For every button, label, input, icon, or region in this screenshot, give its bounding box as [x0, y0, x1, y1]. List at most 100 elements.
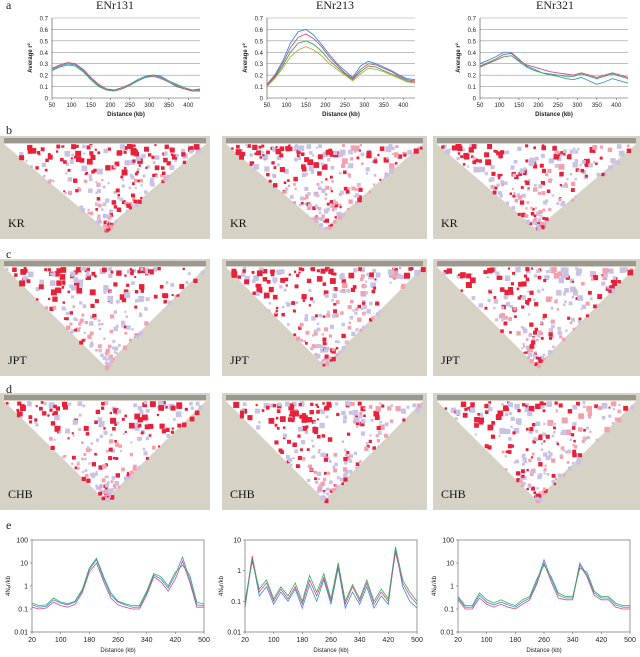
ld-cell [293, 333, 297, 337]
ld-cell [283, 181, 287, 184]
ld-cell [602, 171, 607, 176]
ld-cell [35, 423, 39, 427]
y-tick-label: 10 [233, 538, 241, 545]
ld-cell [78, 413, 82, 417]
x-tick-label: 260 [325, 637, 337, 644]
ld-cell [69, 322, 73, 326]
ld-cell [137, 199, 142, 204]
ld-cell [302, 172, 307, 177]
ld-cell [303, 197, 306, 200]
ld-cell [538, 210, 543, 215]
y-tick-label: 0.7 [468, 17, 477, 23]
ld-cell [349, 315, 354, 320]
ld-cell [19, 152, 23, 155]
ld-cell [603, 272, 608, 278]
ld-cell [561, 184, 564, 188]
series-line-s1 [244, 549, 418, 610]
plot-frame [31, 539, 205, 633]
y-tick-label: 0.01 [14, 630, 28, 637]
ld-cell [377, 445, 380, 448]
ld-cell [469, 144, 474, 149]
ld-cell [98, 319, 101, 322]
ld-cell [274, 440, 279, 445]
ld-cell [134, 276, 137, 278]
ld-cell [116, 324, 119, 328]
ld-cell [120, 144, 125, 150]
ld-cell [495, 318, 499, 322]
ld-cell [110, 417, 117, 424]
ld-cell [565, 450, 568, 454]
ld-cell [131, 197, 136, 201]
ld-cell [326, 226, 330, 230]
ld-cell [52, 296, 58, 302]
ld-cell [108, 447, 113, 452]
ld-cell [313, 331, 318, 336]
ld-cell [542, 208, 546, 212]
ld-cell [107, 357, 112, 361]
ld-cell [334, 313, 339, 318]
ld-cell [350, 157, 354, 161]
ld-cell [559, 455, 564, 459]
ld-cell [351, 186, 356, 191]
population-label: JPT [441, 353, 460, 367]
ld-cell [132, 144, 136, 148]
ld-cell [394, 162, 398, 165]
ld-cell [519, 479, 523, 484]
ld-cell [543, 422, 546, 426]
ld-cell [538, 435, 543, 441]
ld-cell [292, 201, 296, 205]
ld-cell [81, 338, 85, 342]
ld-cell [141, 414, 148, 421]
ld-cell [307, 478, 311, 483]
ld-cell [564, 300, 567, 303]
ld-cell [388, 144, 393, 149]
ld-cell [77, 461, 80, 465]
ld-cell [27, 144, 33, 151]
ld-cell [315, 403, 318, 407]
ld-cell [95, 349, 98, 352]
ld-cell [536, 499, 541, 504]
ld-cell [289, 410, 296, 417]
ld-cell [533, 187, 538, 192]
ld-cell [302, 425, 308, 431]
ld-cell [166, 433, 171, 438]
ld-cell [176, 402, 182, 408]
ld-cell [608, 289, 612, 293]
ld-cell [62, 280, 66, 283]
ld-cell [545, 173, 549, 177]
ld-cell [354, 311, 358, 315]
y-tick-label: 0.7 [40, 17, 49, 23]
snp-marker-strip [226, 395, 423, 400]
ld-cell [335, 346, 339, 350]
ld-cell [77, 467, 80, 470]
ld-cell [354, 150, 357, 153]
series-line-s3 [51, 64, 201, 92]
ld-cell [503, 315, 508, 320]
ld-cell [252, 144, 258, 150]
ld-cell [105, 226, 111, 231]
ld-cell [548, 207, 552, 211]
ld-cell [531, 336, 536, 341]
ld-cell [63, 454, 67, 458]
ld-cell [567, 449, 572, 454]
ld-cell [495, 414, 502, 420]
y-tick-label: 0.1 [468, 85, 477, 91]
ld-cell [522, 328, 528, 334]
ld-cell [88, 188, 93, 193]
ld-cell [379, 424, 385, 431]
ld-cell [327, 437, 333, 442]
ld-cell [275, 309, 278, 313]
ld-cell [534, 327, 538, 332]
x-tick-label: 20 [28, 637, 36, 644]
ld-cell [104, 489, 107, 492]
ld-cell [329, 175, 333, 179]
ld-cell [560, 446, 565, 450]
ld-cell [343, 473, 348, 478]
ld-cell [335, 300, 340, 304]
ld-cell [275, 416, 279, 420]
ld-cell [129, 173, 133, 177]
ld-cell [390, 404, 394, 407]
ld-cell [466, 406, 470, 410]
ld-cell [497, 410, 504, 417]
